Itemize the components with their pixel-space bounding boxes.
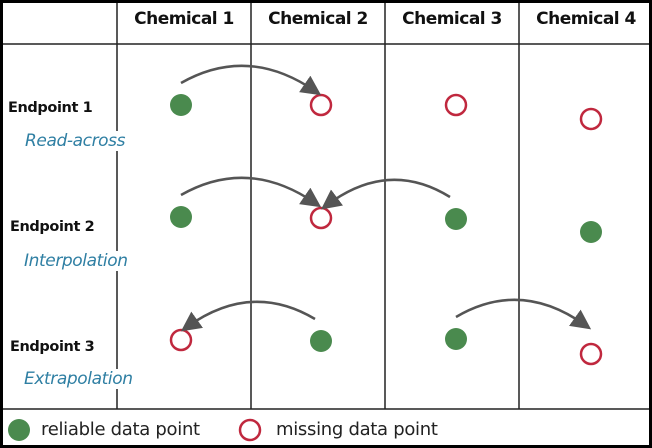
endpoint-1-label: Endpoint 1 <box>8 100 93 116</box>
missing-data-point <box>309 206 333 230</box>
missing-data-point <box>579 342 603 366</box>
arrow-chemical-3-to-4 <box>455 298 592 330</box>
missing-data-point <box>579 107 603 131</box>
reliable-data-point <box>445 328 467 350</box>
reliable-data-point <box>170 206 192 228</box>
header-chemical-2: Chemical 2 <box>268 9 368 29</box>
header-chemical-3: Chemical 3 <box>402 9 502 29</box>
method-read-across: Read-across <box>23 131 128 151</box>
arrow-chemical-1-to-2 <box>180 64 322 96</box>
missing-data-point <box>309 93 333 117</box>
method-extrapolation: Extrapolation <box>22 369 135 389</box>
arrow-chemical-3-to-2 <box>320 178 451 210</box>
missing-data-point <box>444 93 468 117</box>
arrow-chemical-1-to-2 <box>180 176 322 208</box>
method-interpolation: Interpolation <box>22 251 130 271</box>
reliable-data-point <box>445 208 467 230</box>
endpoint-3-label: Endpoint 3 <box>10 339 95 355</box>
reliable-data-point <box>170 94 192 116</box>
missing-data-point <box>169 328 193 352</box>
header-chemical-1: Chemical 1 <box>134 9 234 29</box>
legend-missing-icon <box>238 418 262 442</box>
endpoint-2-label: Endpoint 2 <box>10 219 95 235</box>
reliable-data-point <box>310 330 332 352</box>
header-chemical-4: Chemical 4 <box>536 9 636 29</box>
legend-reliable-icon <box>8 419 30 441</box>
arrow-chemical-2-to-1 <box>180 300 316 332</box>
reliable-data-point <box>580 221 602 243</box>
legend-missing-label: missing data point <box>276 419 438 440</box>
legend-reliable-label: reliable data point <box>41 419 200 440</box>
